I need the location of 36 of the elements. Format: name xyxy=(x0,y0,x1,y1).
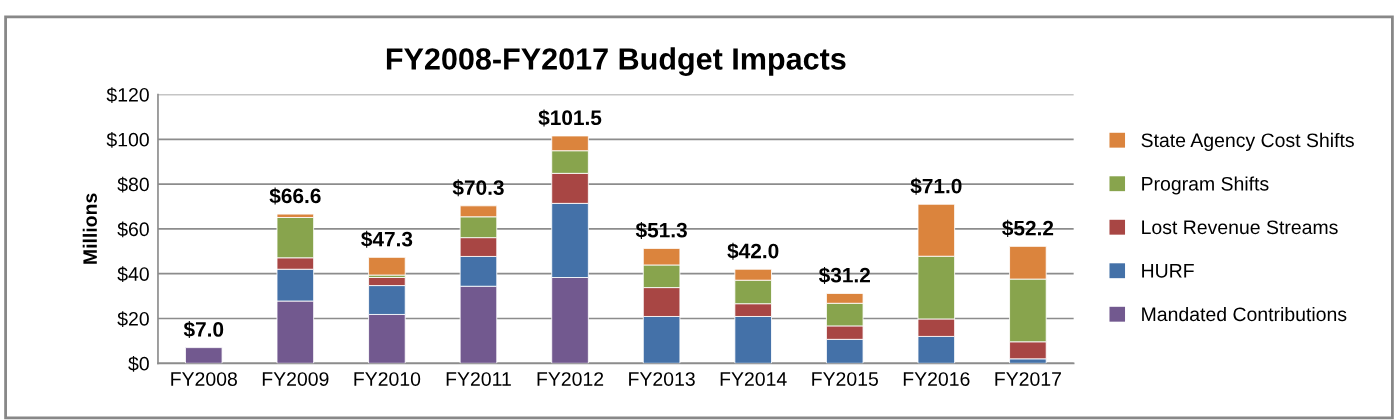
total-label: $101.5 xyxy=(538,109,602,127)
total-label: $51.3 xyxy=(635,221,687,239)
x-tick-label: FY2011 xyxy=(446,372,511,386)
y-tick-label: $60 xyxy=(117,221,149,238)
total-label: $71.0 xyxy=(910,177,962,195)
total-label: $42.0 xyxy=(727,242,779,260)
x-tick-label: FY2009 xyxy=(262,372,329,386)
total-label: $47.3 xyxy=(361,230,413,248)
y-axis-title: Millions xyxy=(82,193,97,264)
total-label: $70.3 xyxy=(452,179,504,197)
chart-title: FY2008-FY2017 Budget Impacts xyxy=(386,47,846,76)
total-label: $7.0 xyxy=(183,321,224,339)
y-tick-label: $120 xyxy=(106,87,149,103)
legend-label: Lost Revenue Streams xyxy=(1142,220,1338,235)
x-tick-label: FY2010 xyxy=(354,372,421,386)
total-label: $52.2 xyxy=(1002,219,1054,237)
legend-label: HURF xyxy=(1142,264,1194,278)
total-label: $66.6 xyxy=(269,187,321,205)
total-label: $31.2 xyxy=(818,266,870,284)
x-tick-label: FY2017 xyxy=(995,372,1061,386)
bar xyxy=(185,347,223,364)
x-tick-label: FY2014 xyxy=(720,372,787,386)
legend-label: Mandated Contributions xyxy=(1142,306,1347,322)
legend-label: Program Shifts xyxy=(1142,176,1269,195)
bar xyxy=(368,256,406,276)
y-tick-label: $100 xyxy=(106,131,149,148)
x-tick-label: FY2016 xyxy=(903,372,970,386)
y-tick-label: $80 xyxy=(117,176,149,193)
x-tick-label: FY2013 xyxy=(629,372,695,386)
y-tick-label: $40 xyxy=(117,266,149,283)
x-tick-label: FY2015 xyxy=(812,372,878,386)
y-tick-label: $20 xyxy=(117,311,149,327)
x-tick-label: FY2012 xyxy=(537,372,604,386)
legend-label: State Agency Cost Shifts xyxy=(1141,132,1354,151)
x-tick-label: FY2008 xyxy=(171,372,237,386)
y-tick-label: $0 xyxy=(128,355,149,372)
